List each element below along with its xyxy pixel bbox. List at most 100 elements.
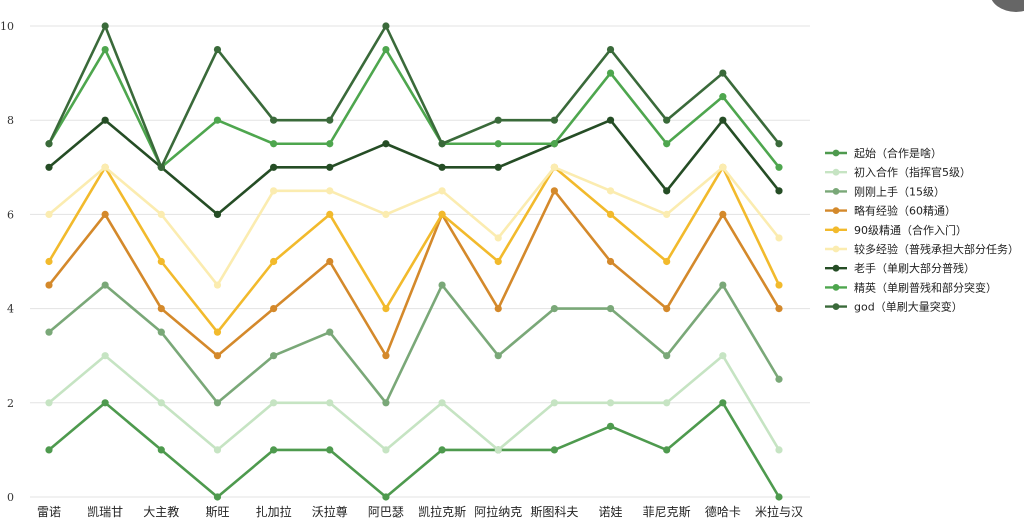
data-point <box>213 352 222 360</box>
data-point <box>438 399 446 407</box>
data-point <box>270 257 278 266</box>
data-point <box>270 163 278 171</box>
data-point <box>606 257 615 266</box>
data-point <box>45 446 53 454</box>
legend-swatch-marker <box>832 245 840 253</box>
data-point <box>270 446 278 454</box>
data-point <box>663 305 671 313</box>
data-point <box>157 257 165 266</box>
series-line <box>47 24 781 169</box>
data-point <box>663 140 671 148</box>
legend-label: 起始（合作是啥） <box>854 146 942 160</box>
data-point <box>382 352 390 360</box>
legend-swatch-marker <box>832 207 840 215</box>
data-point <box>606 210 615 218</box>
series-2 <box>45 352 783 454</box>
legend-swatch-marker <box>832 226 840 234</box>
data-point <box>45 140 53 148</box>
data-point <box>775 446 783 454</box>
data-point <box>438 187 446 195</box>
data-point <box>45 328 53 336</box>
y-tick-label: 6 <box>7 208 14 221</box>
legend-label: 略有经验（60精通） <box>854 204 956 218</box>
data-point <box>382 45 390 54</box>
data-point <box>45 163 53 171</box>
data-point <box>270 305 278 313</box>
data-point <box>775 187 783 195</box>
legend-label: 较多经验（普残承担大部分任务） <box>854 242 1019 256</box>
data-point <box>157 399 165 407</box>
data-point <box>719 399 727 407</box>
data-point <box>213 446 222 454</box>
x-tick-label: 斯旺 <box>205 505 229 519</box>
data-point <box>438 210 446 218</box>
x-tick-label: 大主教 <box>143 504 179 519</box>
data-point <box>45 281 53 289</box>
data-point <box>101 163 109 171</box>
data-point <box>101 399 109 407</box>
x-tick-label: 沃拉尊 <box>312 504 348 519</box>
data-point <box>101 116 109 124</box>
data-point <box>157 210 165 218</box>
data-point <box>157 305 165 313</box>
data-point <box>550 140 558 148</box>
y-tick-label: 4 <box>7 303 14 316</box>
series-3 <box>45 281 783 407</box>
series-line <box>47 166 781 334</box>
data-point <box>213 328 222 336</box>
x-tick-label: 凯拉克斯 <box>418 504 466 519</box>
data-point <box>382 22 390 30</box>
series-9 <box>45 22 783 171</box>
data-point <box>663 187 671 195</box>
data-point <box>719 281 727 289</box>
legend: 起始（合作是啥） 初入合作（指挥官5级） 刚刚上手（15级） 略有经验（60精通） 90… <box>825 146 1019 314</box>
data-point <box>606 45 615 54</box>
data-point <box>550 446 558 454</box>
data-point <box>775 375 783 383</box>
series-lines <box>45 22 783 501</box>
data-point <box>775 163 783 171</box>
data-point <box>213 116 222 124</box>
data-point <box>438 140 446 148</box>
data-point <box>550 305 558 313</box>
data-point <box>213 281 222 289</box>
legend-swatch-marker <box>832 284 840 291</box>
data-point <box>719 69 727 77</box>
data-point <box>382 140 390 148</box>
data-point <box>775 140 783 148</box>
data-point <box>494 257 502 266</box>
data-point <box>606 305 615 313</box>
y-tick-label: 10 <box>0 20 14 33</box>
data-point <box>326 187 334 195</box>
data-point <box>606 187 615 195</box>
data-point <box>494 305 502 313</box>
x-axis-categories: 雷诺 凯瑞甘 大主教 斯旺 扎加拉 沃拉尊 阿巴瑟 凯拉克斯 阿拉纳克 斯图科夫 诺娃 菲尼克斯 德哈卡… <box>37 504 803 519</box>
data-point <box>494 352 502 360</box>
legend-swatch-marker <box>832 303 840 310</box>
data-point <box>213 399 222 407</box>
data-point <box>494 446 502 454</box>
x-tick-label: 阿拉纳克 <box>474 504 522 519</box>
data-point <box>101 281 109 289</box>
data-point <box>663 446 671 454</box>
data-point <box>550 187 558 195</box>
data-point <box>438 163 446 171</box>
data-point <box>775 234 783 242</box>
series-line <box>47 166 781 287</box>
data-point <box>550 116 558 124</box>
data-point <box>270 140 278 148</box>
data-point <box>157 163 165 171</box>
data-point <box>382 305 390 313</box>
data-point <box>494 140 502 148</box>
series-line <box>47 283 781 405</box>
data-point <box>213 493 222 501</box>
y-tick-label: 0 <box>7 491 14 504</box>
data-point <box>606 69 615 77</box>
x-tick-label: 诺娃 <box>599 505 623 519</box>
data-point <box>663 257 671 266</box>
data-point <box>157 328 165 336</box>
data-point <box>550 399 558 407</box>
data-point <box>45 257 53 266</box>
legend-item: god（单刷大量突变） <box>825 300 963 314</box>
series-1 <box>45 399 783 501</box>
